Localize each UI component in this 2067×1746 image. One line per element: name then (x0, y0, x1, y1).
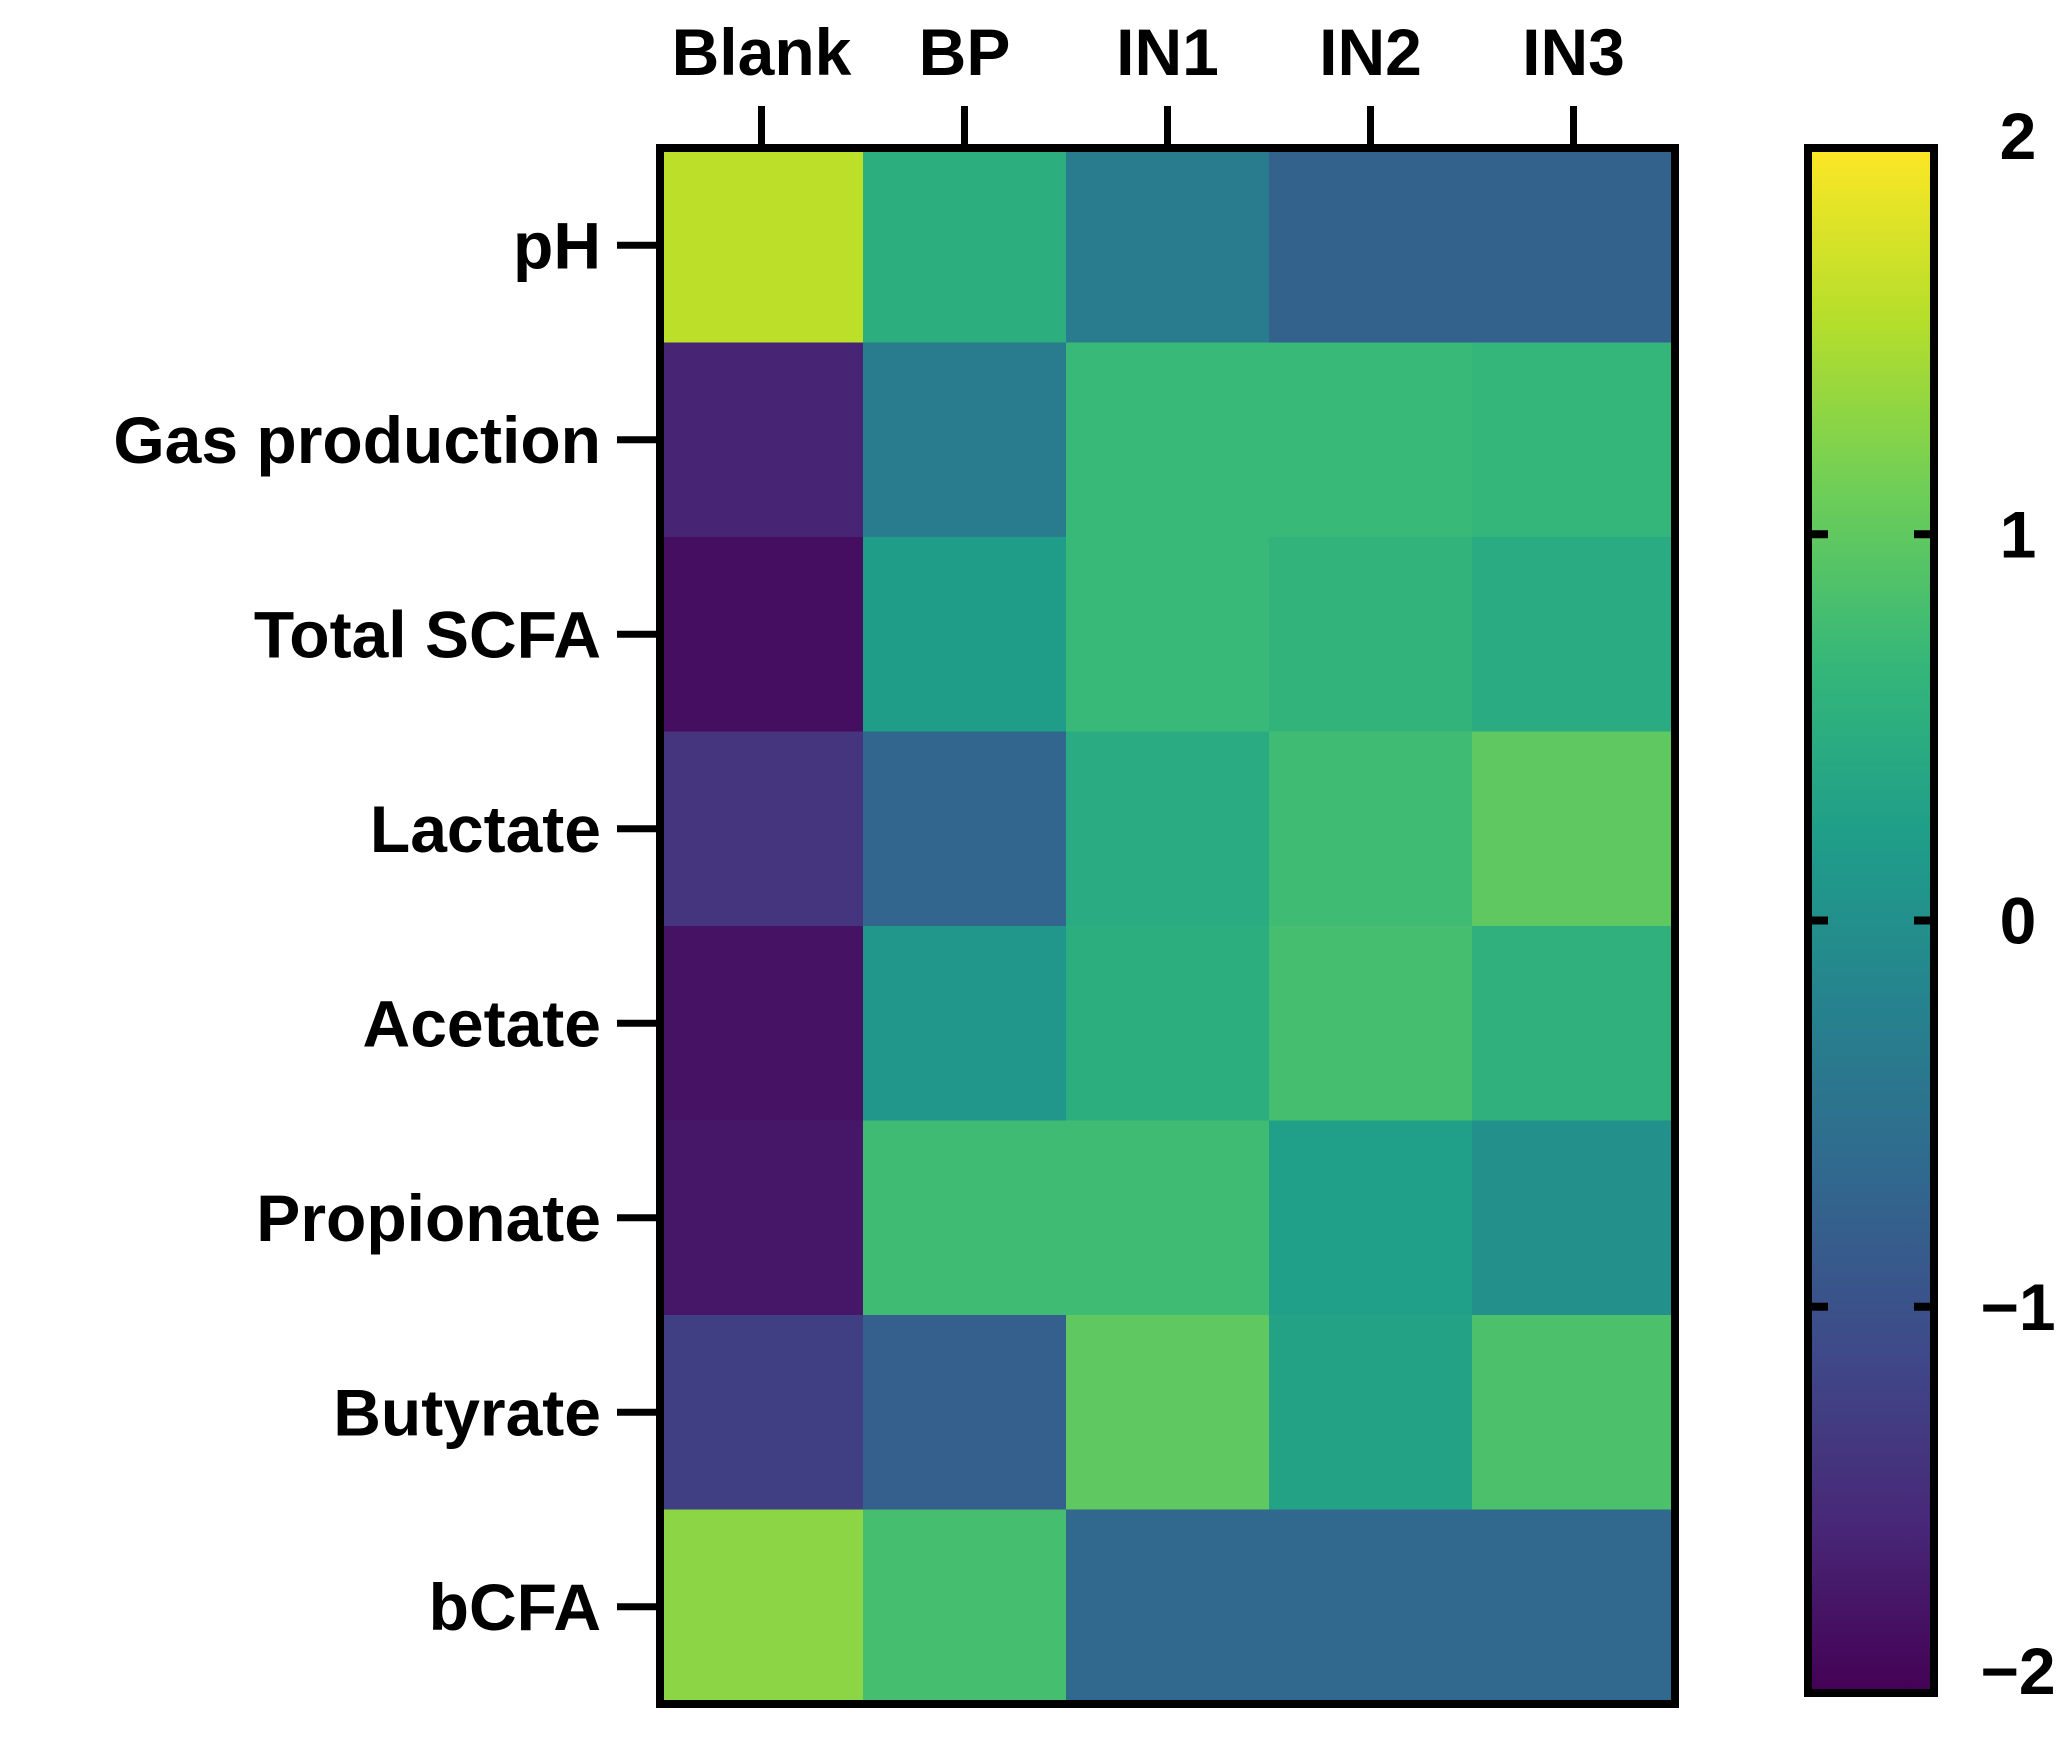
heatmap-cell-acetate-bp (863, 926, 1067, 1122)
row-label: Propionate (256, 1181, 601, 1255)
heatmap-cell-ph-in2 (1269, 148, 1473, 344)
heatmap-cell-bcfa-in1 (1066, 1509, 1270, 1705)
row-label: pH (513, 208, 601, 282)
heatmap-cell-acetate-in1 (1066, 926, 1270, 1122)
heatmap-cell-butyrate-bp (863, 1315, 1067, 1511)
heatmap-cell-lactate-blank (660, 731, 864, 927)
heatmap-cell-propionate-in3 (1472, 1120, 1676, 1316)
heatmap-cell-propionate-in1 (1066, 1120, 1270, 1316)
heatmap-cell-butyrate-blank (660, 1315, 864, 1511)
heatmap-cell-butyrate-in2 (1269, 1315, 1473, 1511)
heatmap-cell-total-scfa-in2 (1269, 537, 1473, 733)
column-label: IN1 (1116, 15, 1219, 89)
heatmap-cells (656, 144, 1679, 1708)
column-label: Blank (672, 15, 852, 89)
heatmap-cell-bcfa-blank (660, 1509, 864, 1705)
column-label: IN3 (1522, 15, 1625, 89)
heatmap-cell-ph-blank (660, 148, 864, 344)
heatmap-cell-bcfa-in2 (1269, 1509, 1473, 1705)
row-label: Lactate (370, 792, 601, 866)
heatmap-cell-total-scfa-in3 (1472, 537, 1676, 733)
heatmap-cell-acetate-in2 (1269, 926, 1473, 1122)
heatmap-cell-ph-in3 (1472, 148, 1676, 344)
row-label: Gas production (113, 403, 601, 477)
heatmap-cell-propionate-bp (863, 1120, 1067, 1316)
column-label: IN2 (1319, 15, 1422, 89)
colorbar-tick-label: 1 (2000, 497, 2037, 571)
heatmap-cell-gas-production-in1 (1066, 342, 1270, 538)
heatmap-cell-total-scfa-blank (660, 537, 864, 733)
heatmap-cell-acetate-blank (660, 926, 864, 1122)
colorbar-tick-label: 0 (2000, 884, 2037, 958)
heatmap-cell-ph-in1 (1066, 148, 1270, 344)
row-label: Butyrate (333, 1375, 601, 1449)
heatmap-cell-butyrate-in3 (1472, 1315, 1676, 1511)
colorbar: 2 1 0 −1 −2 (1804, 99, 2056, 1708)
heatmap-cell-bcfa-bp (863, 1509, 1067, 1705)
heatmap-cell-gas-production-in3 (1472, 342, 1676, 538)
heatmap-cell-total-scfa-bp (863, 537, 1067, 733)
colorbar-tick-label: 2 (2000, 99, 2037, 173)
heatmap-cell-gas-production-blank (660, 342, 864, 538)
heatmap-cell-gas-production-in2 (1269, 342, 1473, 538)
column-axis: Blank BP IN1 IN2 IN3 (672, 15, 1625, 148)
heatmap-cell-propionate-in2 (1269, 1120, 1473, 1316)
colorbar-tick-label: −1 (1980, 1270, 2055, 1344)
heatmap-cell-lactate-in1 (1066, 731, 1270, 927)
heatmap-cell-acetate-in3 (1472, 926, 1676, 1122)
heatmap-cell-lactate-in3 (1472, 731, 1676, 927)
row-label: bCFA (429, 1570, 601, 1644)
colorbar-tick-label: −2 (1980, 1634, 2055, 1708)
heatmap-cell-butyrate-in1 (1066, 1315, 1270, 1511)
heatmap-cell-gas-production-bp (863, 342, 1067, 538)
row-label: Total SCFA (254, 597, 601, 671)
heatmap-cell-bcfa-in3 (1472, 1509, 1676, 1705)
column-label: BP (919, 15, 1011, 89)
heatmap-cell-lactate-bp (863, 731, 1067, 927)
heatmap-cell-total-scfa-in1 (1066, 537, 1270, 733)
heatmap-cell-propionate-blank (660, 1120, 864, 1316)
heatmap-cell-ph-bp (863, 148, 1067, 344)
row-label: Acetate (363, 986, 601, 1060)
heatmap-cell-lactate-in2 (1269, 731, 1473, 927)
row-axis: pH Gas production Total SCFA Lactate Acetate… (113, 208, 660, 1644)
